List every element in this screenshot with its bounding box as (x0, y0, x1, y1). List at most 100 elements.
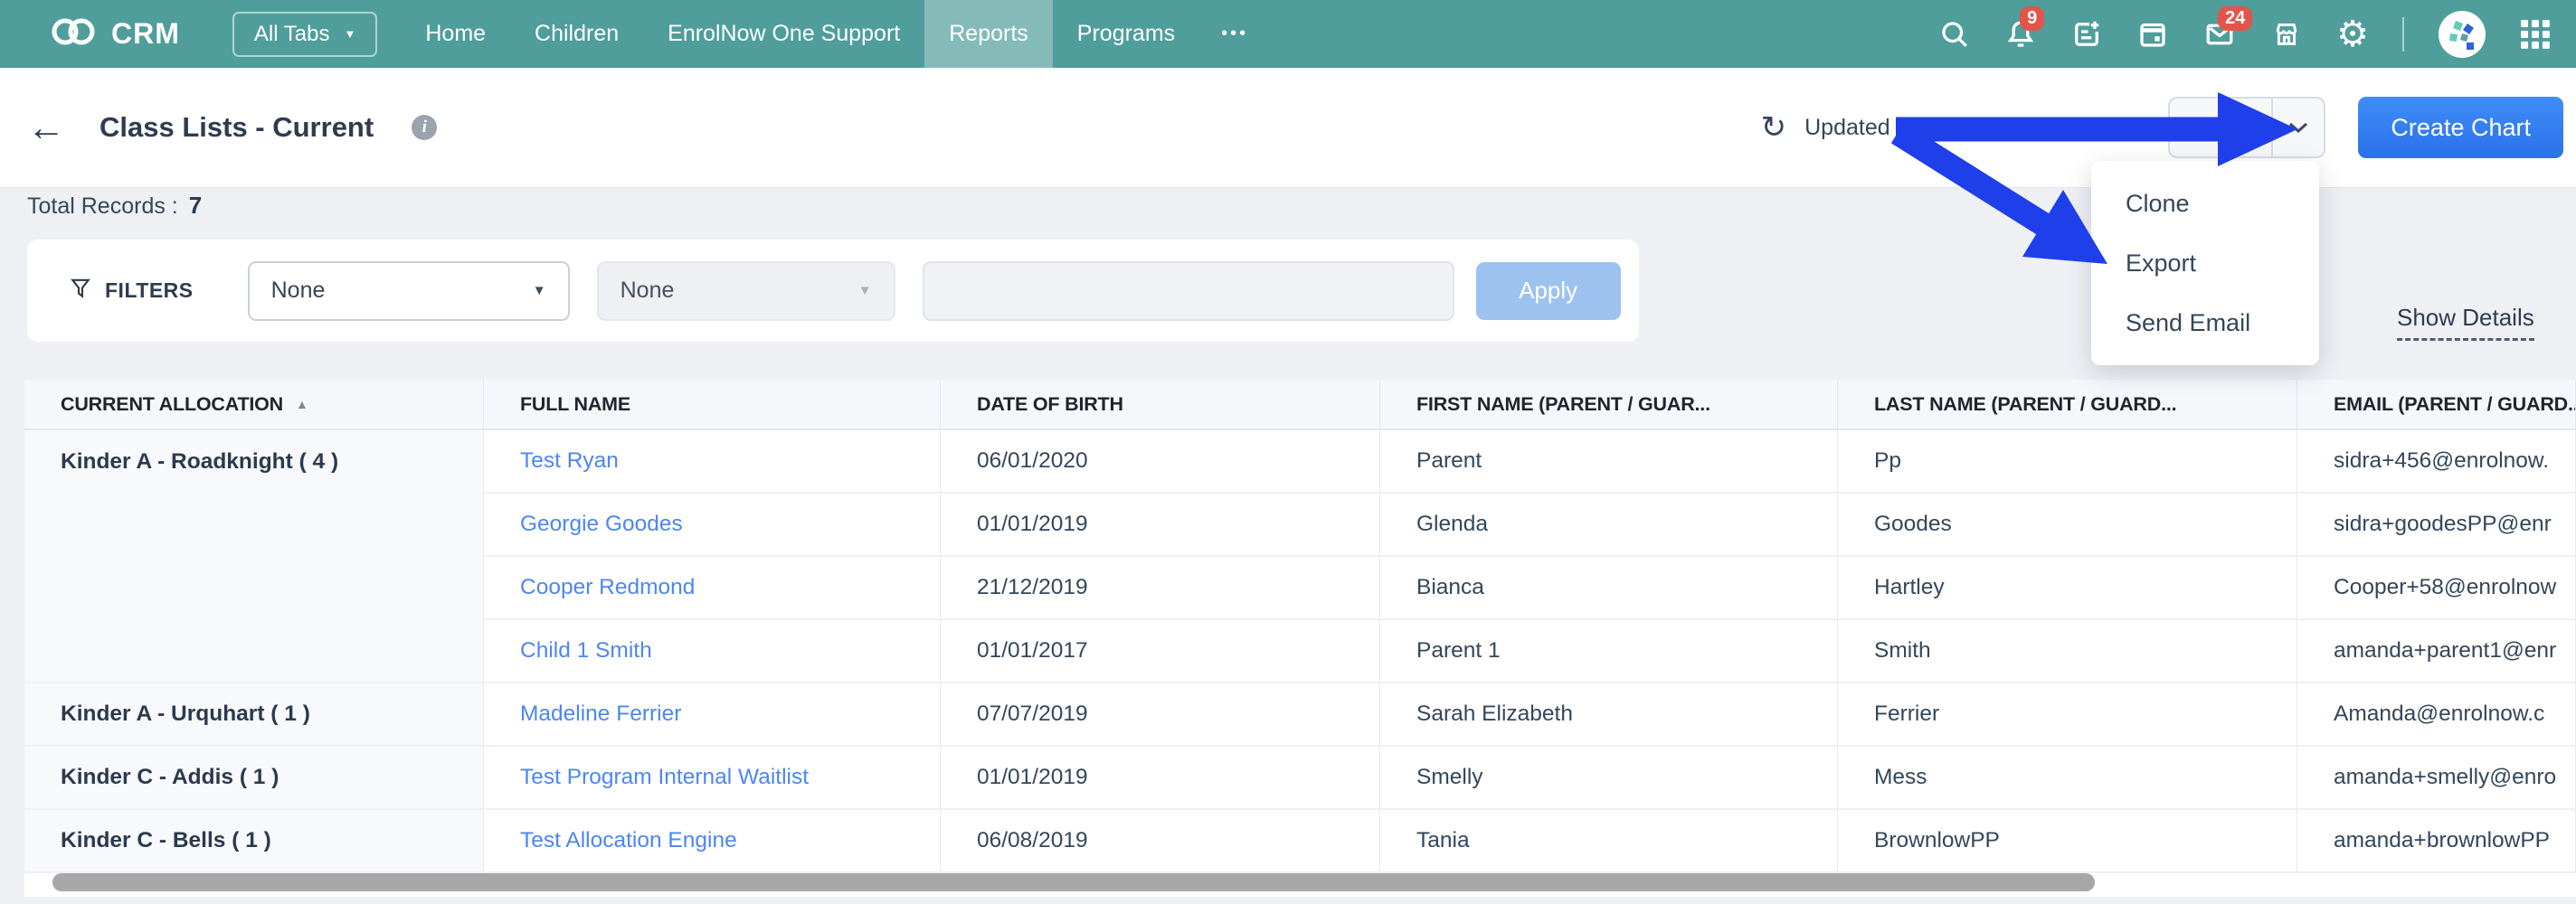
nav-item-reports[interactable]: Reports (924, 0, 1053, 68)
column-header[interactable]: FIRST NAME (PARENT / GUAR... (1380, 380, 1838, 428)
dob-cell: 01/01/2019 (941, 747, 1380, 810)
full-name-link[interactable]: Madeline Ferrier (484, 683, 941, 747)
refresh-icon[interactable]: ↻ (1760, 109, 1787, 146)
edit-button[interactable]: Edit (2200, 113, 2241, 141)
parent-first-name-cell: Parent (1380, 430, 1838, 494)
marketplace-store-icon[interactable] (2270, 18, 2303, 51)
nav-item-children[interactable]: Children (535, 21, 620, 46)
column-header-label: FULL NAME (520, 392, 631, 415)
full-name-link[interactable]: Test Allocation Engine (484, 810, 941, 873)
filter-operator-value: None (620, 278, 675, 303)
compose-note-icon[interactable] (2070, 18, 2103, 51)
apps-grid-icon[interactable] (2520, 19, 2551, 50)
settings-gear-icon[interactable]: ⚙ (2336, 13, 2369, 55)
menu-item-clone[interactable]: Clone (2126, 189, 2190, 217)
allocation-group-cell: Kinder A - Urquhart ( 1 ) (24, 683, 484, 747)
column-header-label: EMAIL (PARENT / GUARD... (2334, 392, 2576, 415)
dob-cell: 06/01/2020 (941, 430, 1380, 494)
filter-field-select[interactable]: None ▼ (247, 260, 570, 321)
calendar-icon[interactable] (2136, 18, 2169, 51)
apply-button[interactable]: Apply (1475, 261, 1621, 320)
total-records: Total Records : 7 (27, 192, 202, 220)
full-name-link[interactable]: Test Ryan (484, 430, 941, 494)
all-tabs-label: All Tabs (253, 21, 330, 46)
mail-badge: 24 (2218, 5, 2253, 31)
column-header[interactable]: DATE OF BIRTH (941, 380, 1380, 428)
nav-item-enrolnow-one-support[interactable]: EnrolNow One Support (668, 21, 901, 46)
report-table: CURRENT ALLOCATION ▲ FULL NAME DATE OF BIRT… (24, 380, 2576, 897)
full-name-link[interactable]: Cooper Redmond (484, 557, 941, 620)
back-arrow-icon[interactable]: ← (27, 106, 65, 148)
parent-email-cell: amanda+parent1@enr (2297, 620, 2576, 683)
show-details-link[interactable]: Show Details (2397, 304, 2534, 341)
parent-last-name-cell: Ferrier (1838, 683, 2297, 747)
menu-item-export[interactable]: Export (2126, 249, 2197, 277)
allocation-group-cell: Kinder C - Addis ( 1 ) (24, 747, 484, 810)
filter-operator-select[interactable]: None ▼ (596, 260, 895, 321)
parent-last-name-cell: BrownlowPP (1838, 810, 2297, 873)
all-tabs-dropdown[interactable]: All Tabs ▼ (232, 11, 378, 57)
search-icon[interactable] (1938, 18, 1971, 51)
parent-first-name-cell: Sarah Elizabeth (1380, 683, 1838, 747)
parent-first-name-cell: Smelly (1380, 747, 1838, 810)
column-header-label: FIRST NAME (PARENT / GUAR... (1416, 392, 1710, 415)
info-icon[interactable]: i (412, 115, 438, 140)
parent-last-name-cell: Pp (1838, 430, 2297, 494)
mail-icon[interactable]: 24 (2202, 5, 2253, 51)
total-records-value: 7 (188, 192, 203, 219)
funnel-icon (69, 276, 92, 306)
topbar-actions: 9 24 (1938, 5, 2551, 59)
column-header-label: DATE OF BIRTH (977, 392, 1123, 415)
parent-first-name-cell: Bianca (1380, 557, 1838, 620)
full-name-link[interactable]: Child 1 Smith (484, 620, 941, 683)
table-body: Kinder A - Roadknight ( 4 ) Test Ryan 06/0… (24, 430, 2576, 873)
crm-logo[interactable]: CRM (50, 14, 180, 54)
create-chart-button[interactable]: Create Chart (2358, 97, 2563, 158)
table-header-row: CURRENT ALLOCATION ▲ FULL NAME DATE OF BIRT… (24, 380, 2576, 430)
parent-first-name-cell: Glenda (1380, 494, 1838, 557)
menu-item-send-email[interactable]: Send Email (2126, 308, 2251, 336)
edit-split-button: Edit (2167, 97, 2326, 158)
full-name-link[interactable]: Georgie Goodes (484, 494, 941, 557)
avatar[interactable] (2438, 10, 2486, 59)
parent-email-cell: sidra+goodesPP@enr (2297, 494, 2576, 557)
dob-cell: 01/01/2017 (941, 620, 1380, 683)
column-header[interactable]: LAST NAME (PARENT / GUARD... (1838, 380, 2297, 428)
chevron-down-icon: ▼ (532, 283, 546, 298)
filters-label: FILTERS (105, 278, 194, 302)
nav-item-programs[interactable]: Programs (1076, 21, 1176, 46)
chevron-down-icon: ▼ (857, 283, 872, 298)
horizontal-scrollbar[interactable] (52, 873, 2095, 891)
dob-cell: 06/08/2019 (941, 810, 1380, 873)
notifications-bell-icon[interactable]: 9 (2004, 5, 2045, 51)
notification-badge: 9 (2020, 5, 2045, 31)
chevron-down-icon: ▼ (344, 27, 356, 41)
zoho-rings-icon (50, 14, 97, 54)
nav-item-home[interactable]: Home (425, 21, 487, 46)
column-header[interactable]: CURRENT ALLOCATION ▲ (24, 380, 484, 428)
parent-email-cell: amanda+brownlowPP (2297, 810, 2576, 873)
parent-last-name-cell: Hartley (1838, 557, 2297, 620)
filter-value-input[interactable] (922, 260, 1454, 321)
parent-email-cell: Cooper+58@enrolnow (2297, 557, 2576, 620)
parent-first-name-cell: Parent 1 (1380, 620, 1838, 683)
parent-email-cell: Amanda@enrolnow.c (2297, 683, 2576, 747)
parent-email-cell: amanda+smelly@enro (2297, 747, 2576, 810)
allocation-group-cell: Kinder C - Bells ( 1 ) (24, 810, 484, 873)
topbar-divider (2402, 16, 2404, 52)
parent-last-name-cell: Goodes (1838, 494, 2297, 557)
nav-more-menu[interactable]: ••• (1221, 24, 1249, 43)
dob-cell: 07/07/2019 (941, 683, 1380, 747)
column-header-label: CURRENT ALLOCATION (61, 392, 284, 415)
filters-bar: FILTERS None ▼ None ▼ Apply (27, 240, 1639, 342)
column-header[interactable]: EMAIL (PARENT / GUARD... (2297, 380, 2576, 428)
filters-toggle[interactable]: FILTERS (69, 276, 194, 306)
total-records-label: Total Records : (27, 193, 178, 219)
dob-cell: 21/12/2019 (941, 557, 1380, 620)
full-name-link[interactable]: Test Program Internal Waitlist (484, 747, 941, 810)
parent-last-name-cell: Smith (1838, 620, 2297, 683)
column-header[interactable]: FULL NAME (484, 380, 941, 428)
column-header-label: LAST NAME (PARENT / GUARD... (1874, 392, 2177, 415)
allocation-group-cell: Kinder A - Roadknight ( 4 ) (24, 430, 484, 683)
edit-dropdown-caret[interactable] (2271, 99, 2324, 156)
